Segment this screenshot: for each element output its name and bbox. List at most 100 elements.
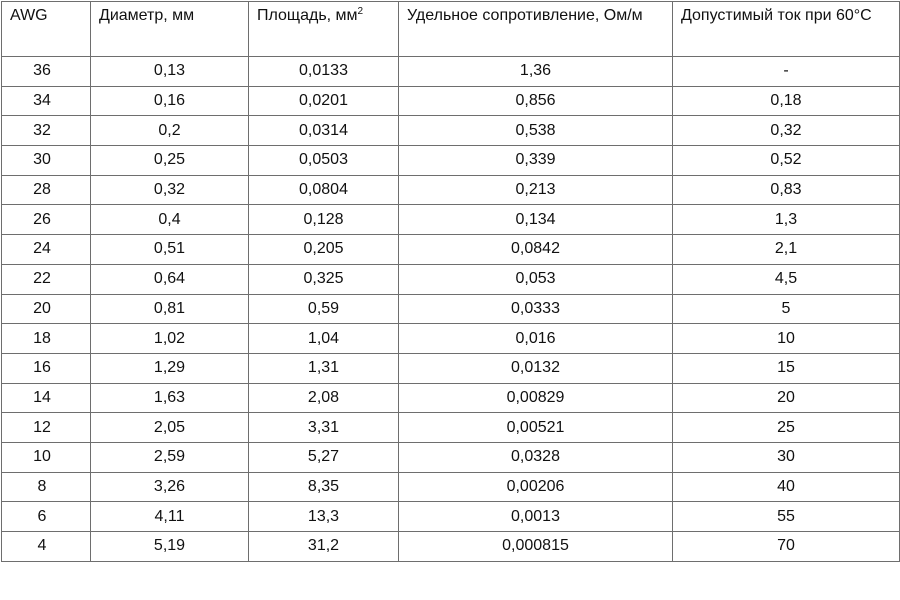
cell-diameter: 0,25 [90, 145, 249, 176]
header-current: Допустимый ток при 60°C [672, 1, 900, 57]
cell-awg: 12 [1, 412, 91, 443]
cell-resistance: 0,00206 [398, 471, 673, 503]
cell-resistance: 0,0333 [398, 293, 673, 325]
cell-diameter: 4,11 [90, 501, 249, 532]
cell-awg: 20 [1, 293, 91, 325]
cell-awg: 30 [1, 145, 91, 176]
cell-area: 13,3 [248, 501, 399, 532]
table-row: 32 0,2 0,0314 0,538 0,32 [1, 115, 900, 147]
cell-current: 5 [672, 293, 900, 325]
cell-awg: 14 [1, 382, 91, 414]
cell-diameter: 0,81 [90, 293, 249, 325]
cell-diameter: 2,59 [90, 441, 249, 473]
cell-area: 8,35 [248, 471, 399, 503]
cell-current: 25 [672, 412, 900, 443]
cell-area: 1,31 [248, 352, 399, 384]
cell-current: 1,3 [672, 204, 900, 236]
table-row: 28 0,32 0,0804 0,213 0,83 [1, 174, 900, 206]
table-row: 14 1,63 2,08 0,00829 20 [1, 382, 900, 414]
header-area-label: Площадь, мм [257, 7, 358, 24]
cell-diameter: 0,64 [90, 263, 249, 295]
cell-diameter: 0,16 [90, 85, 249, 117]
table-row: 16 1,29 1,31 0,0132 15 [1, 352, 900, 384]
cell-current: 10 [672, 323, 900, 354]
cell-awg: 10 [1, 441, 91, 473]
cell-current: 40 [672, 471, 900, 503]
cell-diameter: 1,63 [90, 382, 249, 414]
cell-diameter: 0,4 [90, 204, 249, 236]
cell-resistance: 0,0132 [398, 352, 673, 384]
cell-area: 0,59 [248, 293, 399, 325]
cell-awg: 34 [1, 85, 91, 117]
cell-resistance: 1,36 [398, 56, 673, 87]
cell-diameter: 0,13 [90, 56, 249, 87]
header-resistance: Удельное сопротивление, Ом/м [398, 1, 673, 57]
table-row: 6 4,11 13,3 0,0013 55 [1, 501, 900, 532]
table-row: 8 3,26 8,35 0,00206 40 [1, 471, 900, 503]
cell-awg: 26 [1, 204, 91, 236]
cell-resistance: 0,0013 [398, 501, 673, 532]
cell-area: 3,31 [248, 412, 399, 443]
cell-diameter: 2,05 [90, 412, 249, 443]
cell-area: 1,04 [248, 323, 399, 354]
cell-current: 0,52 [672, 145, 900, 176]
cell-current: 0,83 [672, 174, 900, 206]
header-area: Площадь, мм2 [248, 1, 399, 57]
cell-current: 15 [672, 352, 900, 384]
cell-awg: 22 [1, 263, 91, 295]
cell-diameter: 0,32 [90, 174, 249, 206]
cell-current: 30 [672, 441, 900, 473]
cell-diameter: 1,29 [90, 352, 249, 384]
cell-diameter: 0,2 [90, 115, 249, 147]
cell-awg: 32 [1, 115, 91, 147]
cell-area: 0,205 [248, 234, 399, 265]
cell-current: 0,18 [672, 85, 900, 117]
cell-area: 0,0503 [248, 145, 399, 176]
cell-awg: 24 [1, 234, 91, 265]
cell-current: 4,5 [672, 263, 900, 295]
cell-awg: 36 [1, 56, 91, 87]
cell-resistance: 0,339 [398, 145, 673, 176]
cell-current: 2,1 [672, 234, 900, 265]
cell-area: 0,128 [248, 204, 399, 236]
cell-area: 0,0133 [248, 56, 399, 87]
table-row: 12 2,05 3,31 0,00521 25 [1, 412, 900, 443]
cell-area: 0,0314 [248, 115, 399, 147]
cell-awg: 6 [1, 501, 91, 532]
table-row: 24 0,51 0,205 0,0842 2,1 [1, 234, 900, 265]
cell-diameter: 1,02 [90, 323, 249, 354]
table-row: 22 0,64 0,325 0,053 4,5 [1, 263, 900, 295]
header-row: AWG Диаметр, мм Площадь, мм2 Удельное со… [1, 1, 900, 57]
cell-area: 2,08 [248, 382, 399, 414]
cell-diameter: 5,19 [90, 531, 249, 562]
table-row: 20 0,81 0,59 0,0333 5 [1, 293, 900, 325]
cell-area: 0,0201 [248, 85, 399, 117]
cell-resistance: 0,134 [398, 204, 673, 236]
cell-area: 0,0804 [248, 174, 399, 206]
cell-awg: 18 [1, 323, 91, 354]
cell-resistance: 0,538 [398, 115, 673, 147]
table-header: AWG Диаметр, мм Площадь, мм2 Удельное со… [1, 1, 900, 57]
cell-area: 5,27 [248, 441, 399, 473]
awg-wire-table: AWG Диаметр, мм Площадь, мм2 Удельное со… [1, 1, 900, 562]
cell-resistance: 0,856 [398, 85, 673, 117]
cell-area: 31,2 [248, 531, 399, 562]
cell-resistance: 0,016 [398, 323, 673, 354]
cell-awg: 16 [1, 352, 91, 384]
table-body: 36 0,13 0,0133 1,36 - 34 0,16 0,0201 0,8… [1, 56, 900, 562]
cell-diameter: 0,51 [90, 234, 249, 265]
cell-resistance: 0,053 [398, 263, 673, 295]
table-row: 18 1,02 1,04 0,016 10 [1, 323, 900, 354]
cell-resistance: 0,00829 [398, 382, 673, 414]
cell-resistance: 0,213 [398, 174, 673, 206]
header-area-superscript: 2 [357, 6, 364, 17]
cell-awg: 4 [1, 531, 91, 562]
header-diameter: Диаметр, мм [90, 1, 249, 57]
cell-diameter: 3,26 [90, 471, 249, 503]
cell-resistance: 0,0328 [398, 441, 673, 473]
cell-current: - [672, 56, 900, 87]
cell-current: 20 [672, 382, 900, 414]
table-row: 26 0,4 0,128 0,134 1,3 [1, 204, 900, 236]
cell-area: 0,325 [248, 263, 399, 295]
cell-current: 55 [672, 501, 900, 532]
